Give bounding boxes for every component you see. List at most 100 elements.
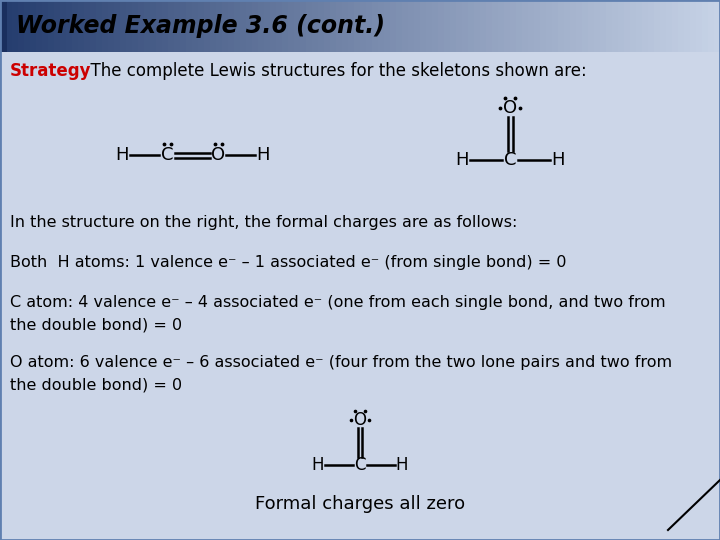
Bar xyxy=(402,0,408,52)
Bar xyxy=(636,0,642,52)
Bar xyxy=(264,0,270,52)
Bar xyxy=(390,0,396,52)
Bar xyxy=(234,0,240,52)
Bar xyxy=(450,0,456,52)
Bar xyxy=(42,0,48,52)
Bar xyxy=(582,0,588,52)
Bar xyxy=(570,0,576,52)
Text: O atom: 6 valence e⁻ – 6 associated e⁻ (four from the two lone pairs and two fro: O atom: 6 valence e⁻ – 6 associated e⁻ (… xyxy=(10,355,672,370)
Bar xyxy=(516,0,522,52)
Bar xyxy=(612,0,618,52)
Bar xyxy=(144,0,150,52)
Bar xyxy=(714,0,720,52)
Bar xyxy=(468,0,474,52)
Bar xyxy=(150,0,156,52)
Bar xyxy=(672,0,678,52)
Bar xyxy=(318,0,324,52)
Bar xyxy=(684,0,690,52)
Bar xyxy=(594,0,600,52)
Text: Worked Example 3.6 (cont.): Worked Example 3.6 (cont.) xyxy=(16,14,385,38)
Bar xyxy=(552,0,558,52)
Bar xyxy=(216,0,222,52)
Bar xyxy=(246,0,252,52)
Bar xyxy=(108,0,114,52)
Bar xyxy=(60,0,66,52)
Bar xyxy=(678,0,684,52)
Bar xyxy=(18,0,24,52)
Bar xyxy=(600,0,606,52)
Text: Both  H atoms: 1 valence e⁻ – 1 associated e⁻ (from single bond) = 0: Both H atoms: 1 valence e⁻ – 1 associate… xyxy=(10,255,567,270)
Bar xyxy=(360,0,366,52)
Bar xyxy=(210,0,216,52)
Bar xyxy=(162,0,168,52)
Bar xyxy=(66,0,72,52)
Bar xyxy=(384,0,390,52)
Bar xyxy=(576,0,582,52)
Bar xyxy=(534,0,540,52)
Bar xyxy=(174,0,180,52)
Bar xyxy=(366,0,372,52)
Text: C: C xyxy=(354,456,366,474)
Bar xyxy=(138,0,144,52)
Text: H: H xyxy=(396,456,408,474)
Bar xyxy=(354,0,360,52)
Text: O: O xyxy=(503,99,517,117)
Text: H: H xyxy=(256,146,270,164)
Bar xyxy=(300,0,306,52)
Bar xyxy=(48,0,54,52)
Text: The complete Lewis structures for the skeletons shown are:: The complete Lewis structures for the sk… xyxy=(80,62,587,80)
Bar xyxy=(204,0,210,52)
Bar xyxy=(114,0,120,52)
Bar xyxy=(72,0,78,52)
Bar xyxy=(84,0,90,52)
Bar xyxy=(30,0,36,52)
Text: C: C xyxy=(161,146,174,164)
Bar xyxy=(378,0,384,52)
Bar xyxy=(294,0,300,52)
Text: O: O xyxy=(354,411,366,429)
Bar xyxy=(240,0,246,52)
Bar xyxy=(606,0,612,52)
Bar xyxy=(126,0,132,52)
Bar xyxy=(228,0,234,52)
Bar xyxy=(474,0,480,52)
Text: H: H xyxy=(552,151,564,169)
Text: H: H xyxy=(115,146,129,164)
Bar xyxy=(258,0,264,52)
Bar xyxy=(0,0,6,52)
Bar xyxy=(78,0,84,52)
Bar xyxy=(558,0,564,52)
Text: the double bond) = 0: the double bond) = 0 xyxy=(10,377,182,392)
Bar xyxy=(648,0,654,52)
Text: O: O xyxy=(211,146,225,164)
Bar xyxy=(546,0,552,52)
Bar xyxy=(588,0,594,52)
Bar xyxy=(522,0,528,52)
Bar xyxy=(348,0,354,52)
Bar xyxy=(198,0,204,52)
Bar xyxy=(414,0,420,52)
Bar xyxy=(6,0,12,52)
Bar xyxy=(690,0,696,52)
Bar xyxy=(120,0,126,52)
Text: C atom: 4 valence e⁻ – 4 associated e⁻ (one from each single bond, and two from: C atom: 4 valence e⁻ – 4 associated e⁻ (… xyxy=(10,295,665,310)
Bar xyxy=(306,0,312,52)
Bar xyxy=(96,0,102,52)
Bar xyxy=(276,0,282,52)
Bar xyxy=(252,0,258,52)
Bar xyxy=(624,0,630,52)
Bar xyxy=(666,0,672,52)
Bar xyxy=(270,0,276,52)
Bar xyxy=(90,0,96,52)
Text: Formal charges all zero: Formal charges all zero xyxy=(255,495,465,513)
Text: In the structure on the right, the formal charges are as follows:: In the structure on the right, the forma… xyxy=(10,215,518,230)
Bar xyxy=(288,0,294,52)
Bar xyxy=(486,0,492,52)
Bar xyxy=(462,0,468,52)
Bar xyxy=(0,0,7,52)
Bar xyxy=(438,0,444,52)
Bar xyxy=(528,0,534,52)
Bar xyxy=(480,0,486,52)
Text: H: H xyxy=(455,151,469,169)
Text: Strategy: Strategy xyxy=(10,62,91,80)
